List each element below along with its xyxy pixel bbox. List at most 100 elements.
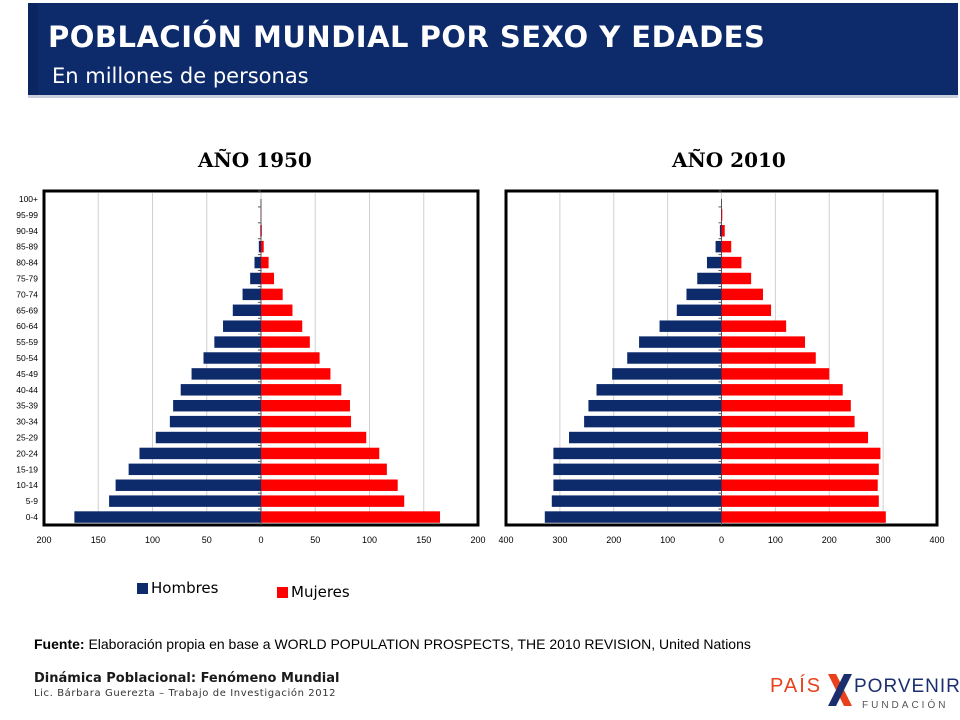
chart0-bar-mujeres (261, 415, 352, 428)
chart1-bar-mujeres (721, 495, 879, 507)
chart0-category-label: 75-79 (16, 273, 38, 283)
chart0-category-label: 65-69 (16, 305, 38, 315)
logo-x-icon (828, 674, 852, 706)
chart1-bar-hombres (569, 431, 722, 444)
chart0-category-label: 100+ (19, 194, 38, 204)
chart0-x-tick-label: 50 (310, 535, 320, 545)
chart0-bar-hombres (173, 399, 261, 412)
chart1-x-tick-label: 400 (929, 535, 944, 545)
chart1-bar-mujeres (721, 352, 816, 364)
chart1-bar-mujeres (721, 384, 843, 396)
chart1-bar-hombres (697, 272, 722, 285)
chart0-bar-hombres (180, 384, 261, 396)
chart0-bar-mujeres (261, 304, 293, 317)
logo-pais-text: PAÍS (770, 674, 822, 697)
chart1-bar-hombres (686, 288, 722, 301)
source-note: Fuente: Elaboración propia en base a WOR… (34, 636, 751, 652)
chart0-category-label: 45-49 (16, 369, 38, 379)
chart1-bar-hombres (584, 415, 722, 428)
chart0-bar-mujeres (261, 288, 283, 301)
chart0-bar-hombres (232, 304, 261, 317)
chart1-x-tick-label: 0 (719, 535, 724, 545)
chart1-bar-hombres (676, 304, 722, 317)
chart0-category-label: 10-14 (16, 480, 38, 490)
footer-author: Lic. Bárbara Guerezta – Trabajo de Inves… (34, 688, 337, 699)
chart1-bar-hombres (639, 336, 722, 348)
chart0-bar-hombres (260, 225, 261, 237)
chart0-bar-mujeres (261, 384, 342, 396)
chart0-x-tick-label: 200 (36, 535, 51, 545)
chart1-x-tick-label: 100 (660, 535, 675, 545)
chart-title-2010: AÑO 2010 (672, 148, 786, 172)
chart1-bar-mujeres (721, 209, 723, 221)
chart0-bar-mujeres (261, 256, 269, 269)
chart0-category-label: 70-74 (16, 289, 38, 299)
source-text: Elaboración propia en base a WORLD POPUL… (84, 636, 751, 652)
chart0-category-label: 55-59 (16, 337, 38, 347)
chart1-bar-hombres (553, 447, 722, 460)
chart1-bar-mujeres (721, 447, 881, 460)
chart1-bar-hombres (715, 240, 722, 253)
chart1-bar-hombres (719, 225, 722, 237)
chart1-bar-mujeres (721, 463, 879, 476)
chart0-category-label: 40-44 (16, 385, 38, 395)
legend-swatch-mujeres (277, 587, 288, 598)
chart0-category-label: 80-84 (16, 258, 38, 268)
header-bar (28, 3, 958, 95)
source-label: Fuente: (34, 636, 85, 652)
chart0-bar-mujeres (261, 479, 398, 491)
chart1-bar-mujeres (721, 320, 787, 332)
chart1-bar-hombres (551, 495, 722, 507)
chart1-bar-mujeres (721, 399, 851, 412)
header-underline (28, 95, 958, 98)
legend-label-mujeres: Mujeres (291, 583, 350, 601)
chart1-bar-hombres (553, 463, 722, 476)
chart0-category-label: 20-24 (16, 448, 38, 458)
chart1-bar-mujeres (721, 511, 886, 523)
chart0-bar-mujeres (261, 399, 350, 412)
chart1-x-tick-label: 200 (822, 535, 837, 545)
chart1-bar-mujeres (721, 479, 878, 491)
chart1-bar-hombres (553, 479, 722, 491)
chart0-bar-hombres (258, 240, 261, 253)
chart0-bar-hombres (223, 320, 261, 332)
chart0-category-label: 15-19 (16, 464, 38, 474)
logo-porvenir-text: PORVENIR (854, 676, 960, 697)
chart1-bar-mujeres (721, 415, 855, 428)
legend-label-hombres: Hombres (151, 579, 219, 597)
chart1-bar-mujeres (721, 225, 725, 237)
chart0-bar-hombres (169, 415, 261, 428)
chart0-bar-mujeres (261, 272, 275, 285)
chart1-bar-mujeres (721, 336, 806, 348)
chart0-bar-hombres (128, 463, 261, 476)
pais-porvenir-logo: PAÍS PORVENIR FUNDACIÓN (770, 674, 960, 711)
chart1-x-tick-label: 100 (768, 535, 783, 545)
chart0-bar-hombres (254, 256, 261, 269)
chart0-bar-hombres (191, 368, 261, 380)
chart0-category-label: 5-9 (26, 496, 39, 506)
chart0-bar-hombres (242, 288, 261, 301)
chart0-bar-hombres (250, 272, 261, 285)
chart0-bar-mujeres (261, 447, 380, 460)
chart0-bar-mujeres (261, 431, 367, 444)
chart0-bar-mujeres (261, 463, 387, 476)
chart1-x-tick-label: 400 (498, 535, 513, 545)
chart0-bar-hombres (74, 511, 261, 523)
chart1-x-tick-label: 200 (606, 535, 621, 545)
chart0-bar-mujeres (261, 368, 331, 380)
chart0-category-label: 90-94 (16, 226, 38, 236)
chart0-bar-hombres (115, 479, 261, 491)
chart0-bar-mujeres (261, 511, 441, 523)
chart1-bar-hombres (588, 399, 722, 412)
chart1-bar-hombres (706, 256, 722, 269)
chart-title-1950: AÑO 1950 (198, 148, 312, 172)
chart0-bar-hombres (155, 431, 261, 444)
page-subtitle: En millones de personas (52, 64, 309, 88)
chart0-x-tick-label: 150 (416, 535, 431, 545)
chart0-x-tick-label: 0 (258, 535, 263, 545)
chart0-bar-mujeres (261, 240, 264, 253)
chart0-category-label: 35-39 (16, 401, 38, 411)
chart0-category-label: 25-29 (16, 433, 38, 443)
chart1-x-tick-label: 300 (552, 535, 567, 545)
